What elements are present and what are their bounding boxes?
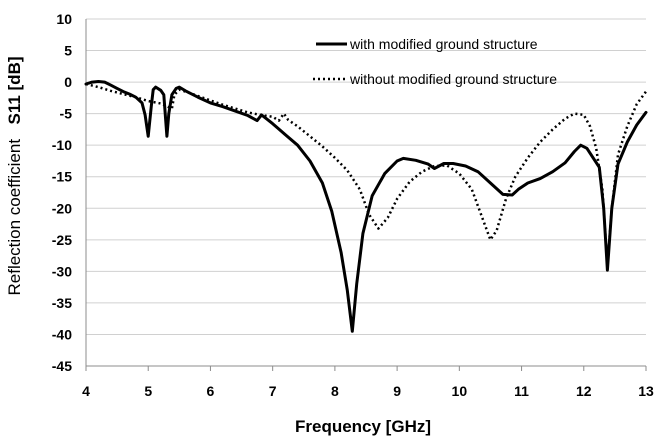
y-tick-label: -20 xyxy=(52,200,72,216)
x-tick-label: 9 xyxy=(393,383,401,399)
tick-labels: 10 5 0 -5 -10 -15 -20 -25 -30 -35 -40 -45 4 5 6 7 8 9 10 11… xyxy=(52,11,654,399)
x-tick-label: 6 xyxy=(207,383,215,399)
x-tick-label: 13 xyxy=(638,383,654,399)
y-axis-label-text: Reflection coefficient xyxy=(5,139,24,296)
x-axis-label: Frequency [GHz] xyxy=(295,417,431,436)
axes xyxy=(85,19,647,371)
series-lines xyxy=(84,80,648,333)
y-tick-label: -30 xyxy=(52,263,72,279)
x-tick-label: 5 xyxy=(144,383,152,399)
x-tick-label: 8 xyxy=(331,383,339,399)
x-tick-label: 4 xyxy=(82,383,90,399)
y-tick-label: -40 xyxy=(52,326,72,342)
y-tick-label: 10 xyxy=(56,11,72,27)
legend-label-with: with modified ground structure xyxy=(349,36,538,52)
x-tick-label: 7 xyxy=(269,383,277,399)
x-tick-label: 11 xyxy=(514,383,529,399)
y-tick-label: -45 xyxy=(52,358,72,374)
y-axis-quantity: S11 [dB] xyxy=(5,56,24,124)
y-tick-label: -10 xyxy=(52,137,72,153)
legend-label-without: without modified ground structure xyxy=(349,71,557,87)
series-line-without-modified-ground xyxy=(85,82,648,267)
y-axis-label: Reflection coefficient S11 [dB] xyxy=(5,56,24,295)
y-tick-label: -15 xyxy=(52,169,72,185)
y-tick-label: 0 xyxy=(64,74,72,90)
y-tick-label: -5 xyxy=(60,106,73,122)
series-line-with-modified-ground xyxy=(84,80,648,333)
x-tick-label: 12 xyxy=(576,383,592,399)
y-tick-label: -35 xyxy=(52,295,72,311)
legend: with modified ground structure without m… xyxy=(313,36,557,87)
y-tick-label: -25 xyxy=(52,232,72,248)
y-tick-label: 5 xyxy=(64,43,72,59)
x-tick-label: 10 xyxy=(452,383,468,399)
